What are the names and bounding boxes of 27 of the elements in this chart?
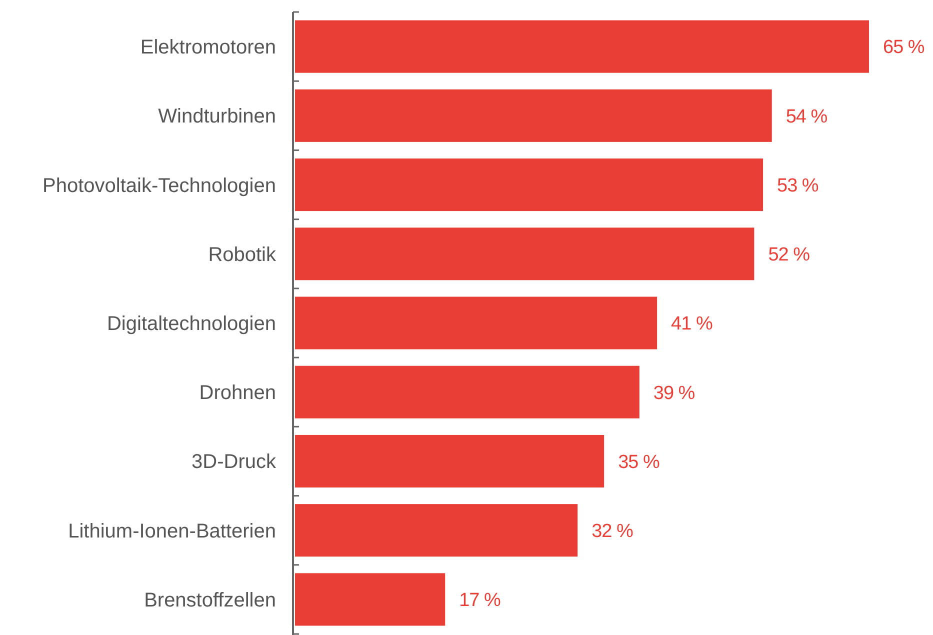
bar: [295, 366, 640, 418]
bar: [295, 573, 446, 626]
data-label: 32 %: [592, 520, 634, 542]
data-label: 53 %: [777, 175, 819, 196]
data-label: 35 %: [618, 452, 660, 473]
bar: [295, 20, 869, 73]
y-tick-label: Windturbinen: [158, 106, 276, 128]
bar: [295, 158, 764, 212]
data-label: 54 %: [786, 106, 828, 128]
y-tick-label: Robotik: [208, 244, 277, 266]
data-label: 17 %: [459, 590, 502, 612]
y-tick-label: Brenstoffzellen: [144, 589, 276, 612]
y-tick-label: Lithium-Ionen-Batterien: [68, 520, 276, 542]
data-label: 41 %: [671, 314, 713, 335]
y-tick-label: Drohnen: [199, 382, 276, 404]
y-tick-label: Digitaltechnologien: [106, 313, 276, 335]
bar: [295, 89, 772, 142]
bar: [295, 296, 658, 350]
bar: [295, 434, 604, 488]
bar: [295, 504, 578, 557]
y-tick-label: 3D-Druck: [192, 451, 277, 474]
data-label: 65 %: [883, 37, 925, 58]
data-label: 39 %: [653, 382, 696, 404]
bar: [295, 228, 754, 280]
y-tick-label: Elektromotoren: [140, 36, 276, 59]
data-label: 52 %: [768, 244, 810, 266]
y-tick-label: Photovoltaik-Technologien: [42, 174, 276, 197]
